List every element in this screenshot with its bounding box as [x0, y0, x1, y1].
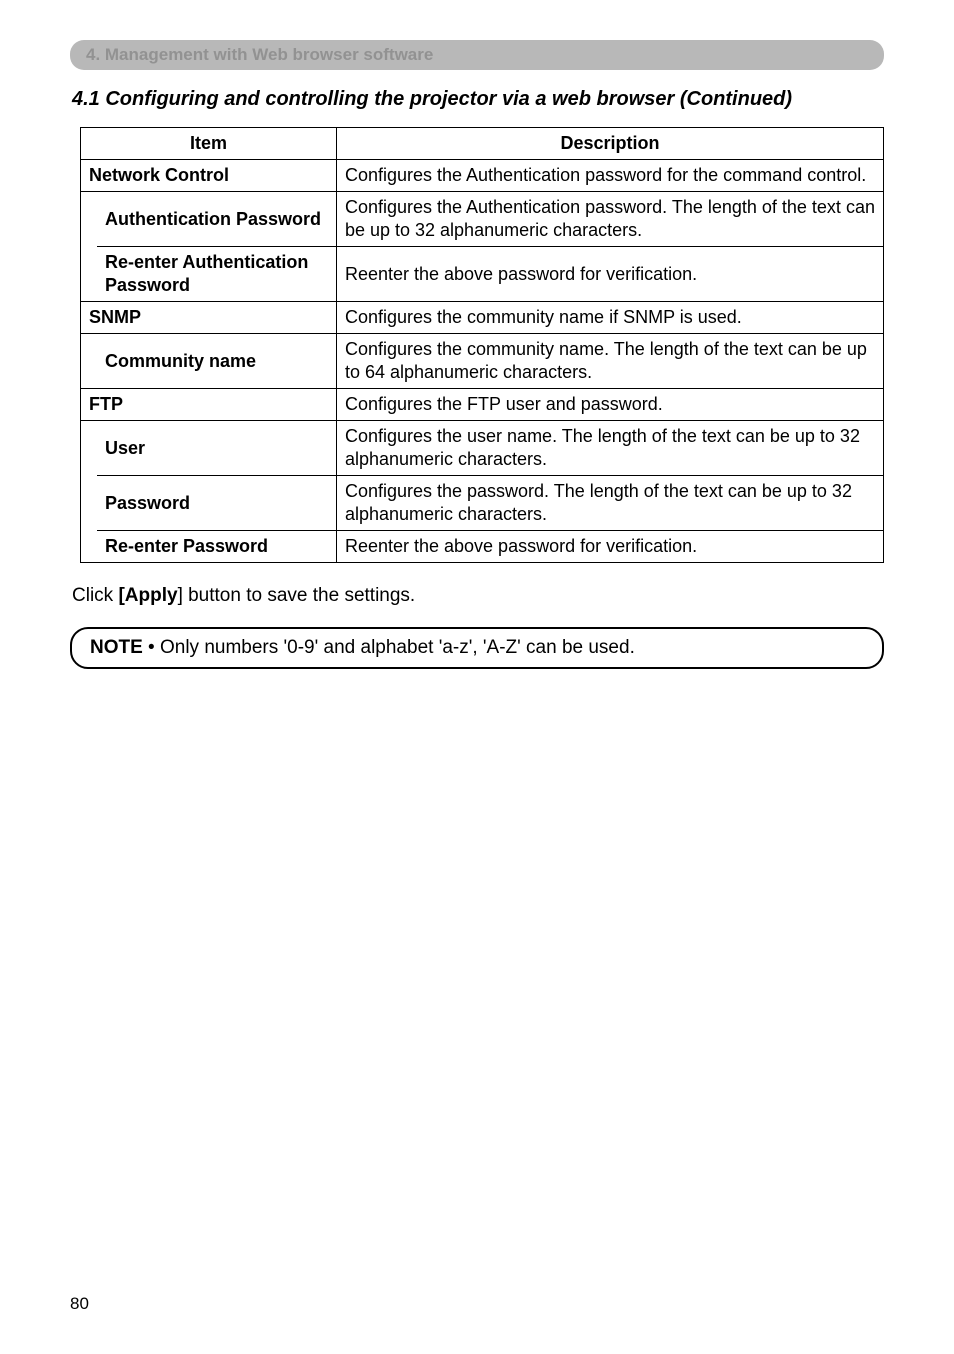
table-row: Authentication Password Configures the A…	[81, 192, 884, 247]
sub-desc: Reenter the above password for verificat…	[336, 247, 883, 302]
apply-instruction: Click [Apply] button to save the setting…	[72, 585, 884, 607]
sub-indent	[81, 421, 98, 563]
table-row: SNMP Configures the community name if SN…	[81, 302, 884, 334]
table-row: User Configures the user name. The lengt…	[81, 421, 884, 476]
note-box: NOTE • Only numbers '0-9' and alphabet '…	[70, 627, 884, 669]
section-header-text: 4. Management with Web browser software	[86, 45, 433, 64]
page-number: 80	[70, 1294, 89, 1314]
header-item: Item	[81, 128, 337, 160]
sub-community-name: Community name	[97, 334, 336, 389]
header-description: Description	[336, 128, 883, 160]
apply-text-post: ] button to save the settings.	[178, 585, 416, 606]
table-header-row: Item Description	[81, 128, 884, 160]
sub-reenter-auth-password: Re-enter Authentication Password	[97, 247, 336, 302]
section-header-bar: 4. Management with Web browser software	[70, 40, 884, 70]
sub-password: Password	[97, 476, 336, 531]
sub-user: User	[97, 421, 336, 476]
group-desc: Configures the FTP user and password.	[336, 389, 883, 421]
group-ftp: FTP	[81, 389, 337, 421]
group-network-control: Network Control	[81, 160, 337, 192]
note-label: NOTE	[90, 637, 143, 658]
group-desc: Configures the Authentication password f…	[336, 160, 883, 192]
group-desc: Configures the community name if SNMP is…	[336, 302, 883, 334]
sub-reenter-password: Re-enter Password	[97, 531, 336, 563]
page-heading: 4.1 Configuring and controlling the proj…	[72, 88, 884, 111]
settings-table: Item Description Network Control Configu…	[80, 127, 884, 563]
apply-text-bold: [Apply	[118, 585, 177, 606]
table-row: FTP Configures the FTP user and password…	[81, 389, 884, 421]
sub-indent	[81, 334, 98, 389]
sub-desc: Configures the user name. The length of …	[336, 421, 883, 476]
sub-desc: Configures the password. The length of t…	[336, 476, 883, 531]
table-row: Community name Configures the community …	[81, 334, 884, 389]
sub-desc: Reenter the above password for verificat…	[336, 531, 883, 563]
apply-text-pre: Click	[72, 585, 118, 606]
note-text: • Only numbers '0-9' and alphabet 'a-z',…	[143, 637, 635, 658]
sub-indent	[81, 192, 98, 302]
sub-desc: Configures the community name. The lengt…	[336, 334, 883, 389]
table-row: Re-enter Authentication Password Reenter…	[81, 247, 884, 302]
sub-desc: Configures the Authentication password. …	[336, 192, 883, 247]
sub-auth-password: Authentication Password	[97, 192, 336, 247]
group-snmp: SNMP	[81, 302, 337, 334]
table-row: Password Configures the password. The le…	[81, 476, 884, 531]
table-row: Re-enter Password Reenter the above pass…	[81, 531, 884, 563]
table-row: Network Control Configures the Authentic…	[81, 160, 884, 192]
